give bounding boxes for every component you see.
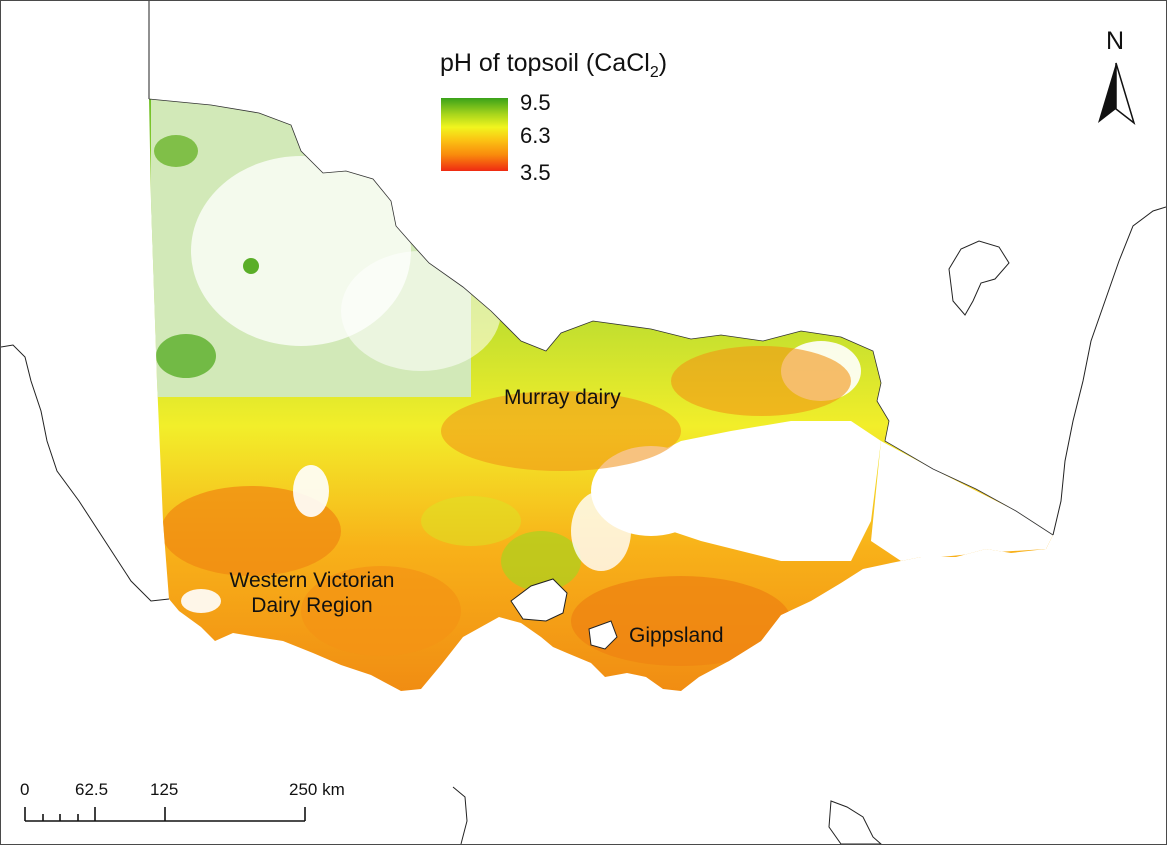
scale-label-250: 250 km (289, 780, 345, 799)
sa-coastline (1, 344, 170, 602)
scale-bar (24, 807, 306, 822)
region-label-gippsland: Gippsland (629, 624, 724, 647)
nsw-coastline (1052, 206, 1166, 536)
legend-max-label: 9.5 (520, 90, 551, 115)
scale-label-125: 125 (150, 780, 179, 799)
legend-min-label: 3.5 (520, 160, 551, 185)
tasmania-outline (452, 786, 468, 844)
scale-label-62-5: 62.5 (75, 780, 109, 799)
north-arrow-icon (1098, 62, 1136, 126)
north-label: N (1106, 27, 1125, 55)
legend-title: pH of topsoil (CaCl2) (440, 49, 668, 81)
region-label-murray: Murray dairy (504, 386, 621, 409)
region-label-western: Western Victorian Dairy Region (213, 568, 411, 618)
legend-mid-label: 6.3 (520, 123, 551, 148)
victoria-outline (148, 98, 1054, 536)
scale-label-0: 0 (20, 780, 30, 799)
region-label-western-line2: Dairy Region (251, 594, 373, 617)
kangaroo-island (948, 240, 1010, 316)
flinders-island (828, 800, 882, 844)
legend-color-ramp (441, 98, 508, 171)
region-label-western-line1: Western Victorian (229, 569, 395, 592)
